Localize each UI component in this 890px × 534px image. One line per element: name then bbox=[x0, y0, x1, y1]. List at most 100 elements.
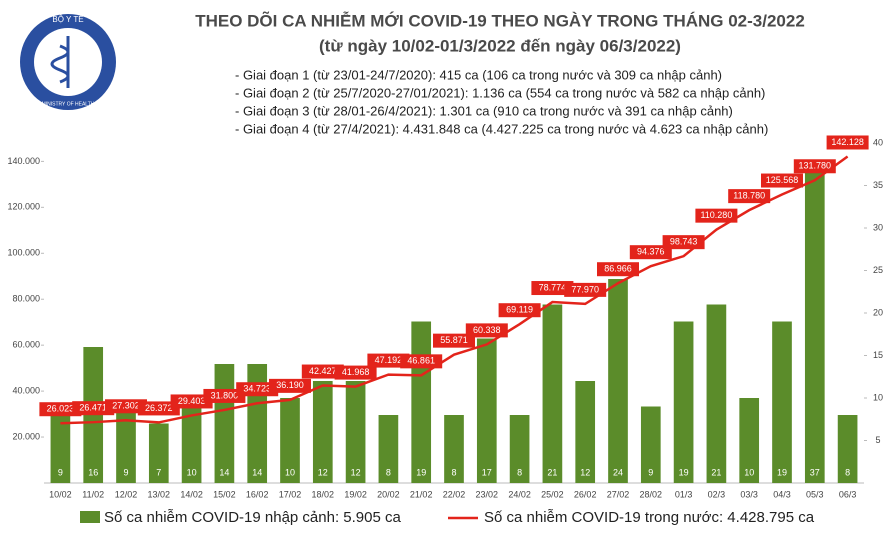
bar bbox=[608, 279, 628, 483]
label-box bbox=[137, 401, 180, 416]
bar bbox=[214, 364, 235, 483]
x-tick-label: 14/02 bbox=[180, 489, 203, 499]
y2-tick-label: 15 bbox=[873, 350, 883, 360]
bar-label: 10 bbox=[744, 467, 754, 477]
line-label: 26.471 bbox=[79, 403, 107, 413]
y2-tick-label: 10 bbox=[873, 392, 883, 402]
bar bbox=[509, 415, 530, 483]
y-tick-label: 140.000 bbox=[7, 156, 40, 166]
y-tick-label: 120.000 bbox=[7, 202, 40, 212]
label-box bbox=[597, 262, 639, 277]
legend-swatch bbox=[80, 511, 100, 523]
line-label: 55.871 bbox=[440, 335, 468, 345]
line-label: 69.119 bbox=[506, 305, 533, 315]
label-box bbox=[793, 159, 836, 174]
x-tick-label: 21/02 bbox=[410, 489, 433, 499]
x-tick-label: 11/02 bbox=[82, 489, 104, 499]
bar bbox=[50, 406, 71, 483]
legend-label: Số ca nhiễm COVID-19 nhập cảnh: 5.905 ca bbox=[104, 509, 402, 526]
label-box bbox=[170, 394, 213, 409]
bar bbox=[804, 168, 825, 483]
line-label: 110.280 bbox=[700, 210, 732, 220]
y-tick-label: 20.000 bbox=[12, 431, 40, 441]
bar bbox=[640, 406, 661, 483]
note: - Giai đoạn 1 (từ 23/01-24/7/2020): 415 … bbox=[235, 67, 722, 82]
title: THEO DÕI CA NHIỄM MỚI COVID-19 THEO NGÀY… bbox=[195, 10, 805, 30]
bar bbox=[772, 321, 792, 483]
line-label: 98.743 bbox=[670, 237, 698, 247]
label-box bbox=[433, 333, 475, 348]
logo-symbol bbox=[50, 36, 70, 88]
line-label: 42.427 bbox=[309, 366, 337, 376]
x-tick-label: 16/02 bbox=[246, 489, 269, 499]
bar-label: 8 bbox=[517, 467, 522, 477]
x-tick-label: 02/3 bbox=[708, 489, 726, 499]
bar-label: 16 bbox=[88, 467, 98, 477]
label-box bbox=[72, 401, 115, 416]
line-label: 86.966 bbox=[604, 264, 632, 274]
bar-label: 10 bbox=[285, 467, 295, 477]
subtitle: (từ ngày 10/02-01/3/2022 đến ngày 06/3/2… bbox=[319, 36, 681, 55]
bar bbox=[739, 398, 760, 483]
line-label: 125.568 bbox=[766, 175, 799, 185]
line-label: 142.128 bbox=[831, 137, 864, 147]
y-tick-label: 80.000 bbox=[12, 294, 40, 304]
y-tick-label: 60.000 bbox=[12, 340, 40, 350]
y2-tick-label: 30 bbox=[873, 222, 883, 232]
line-label: 118.780 bbox=[733, 191, 765, 201]
bar bbox=[247, 364, 268, 483]
bar bbox=[148, 423, 169, 483]
bar-label: 8 bbox=[386, 467, 391, 477]
x-tick-label: 23/02 bbox=[476, 489, 499, 499]
bar bbox=[476, 338, 497, 483]
label-box bbox=[203, 388, 246, 403]
bar-label: 9 bbox=[58, 467, 63, 477]
line-label: 36.190 bbox=[276, 380, 304, 390]
x-tick-label: 20/02 bbox=[377, 489, 400, 499]
bar bbox=[378, 415, 399, 483]
line-label: 78.774 bbox=[539, 282, 567, 292]
bar-label: 12 bbox=[351, 467, 361, 477]
bar-label: 17 bbox=[482, 467, 492, 477]
bar-label: 10 bbox=[187, 467, 197, 477]
x-tick-label: 18/02 bbox=[312, 489, 335, 499]
bar-label: 8 bbox=[451, 467, 456, 477]
bar-label: 37 bbox=[810, 467, 820, 477]
bar bbox=[181, 398, 202, 483]
x-tick-label: 12/02 bbox=[115, 489, 138, 499]
bar bbox=[444, 415, 464, 483]
bar-label: 19 bbox=[416, 467, 426, 477]
line-label: 29.403 bbox=[178, 396, 206, 406]
label-box bbox=[39, 402, 82, 417]
line bbox=[60, 155, 849, 425]
bar bbox=[673, 321, 694, 483]
label-box bbox=[269, 378, 311, 393]
x-tick-label: 13/02 bbox=[148, 489, 171, 499]
x-tick-label: 15/02 bbox=[213, 489, 236, 499]
label-box bbox=[334, 365, 377, 380]
bar-label: 21 bbox=[547, 467, 557, 477]
line-label: 77.970 bbox=[571, 284, 599, 294]
line-label: 47.192 bbox=[375, 355, 403, 365]
bar bbox=[542, 304, 563, 483]
label-box bbox=[629, 245, 672, 260]
label-box bbox=[531, 281, 574, 296]
label-box bbox=[367, 353, 410, 368]
bar-label: 19 bbox=[777, 467, 787, 477]
label-box bbox=[236, 382, 279, 397]
bar-label: 14 bbox=[219, 467, 229, 477]
x-tick-label: 25/02 bbox=[541, 489, 564, 499]
bar-label: 12 bbox=[580, 467, 590, 477]
x-tick-label: 04/3 bbox=[773, 489, 791, 499]
x-tick-label: 06/3 bbox=[839, 489, 857, 499]
label-box bbox=[662, 235, 705, 250]
label-box bbox=[301, 364, 344, 379]
x-tick-label: 03/3 bbox=[740, 489, 758, 499]
label-box bbox=[105, 399, 147, 414]
y2-tick-label: 5 bbox=[875, 435, 880, 445]
logo-subtext: MINISTRY OF HEALTH bbox=[42, 101, 95, 107]
bar-label: 24 bbox=[613, 467, 623, 477]
y2-tick-label: 40 bbox=[873, 137, 883, 147]
bar bbox=[837, 415, 858, 483]
